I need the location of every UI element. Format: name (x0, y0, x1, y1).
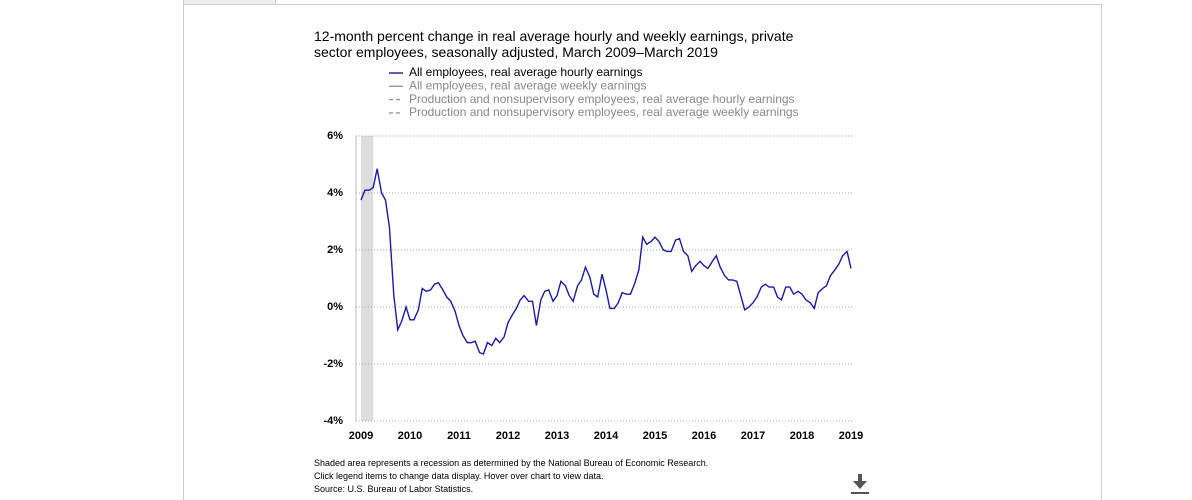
x-tick-label: 2018 (790, 430, 814, 442)
data-line (360, 168, 852, 355)
x-tick-label: 2015 (643, 430, 667, 442)
legend-label[interactable]: All employees, real average hourly earni… (409, 65, 642, 79)
x-tick-label: 2014 (594, 430, 619, 442)
recession-shade (361, 136, 374, 421)
y-tick-label: 4% (327, 187, 343, 199)
x-tick-label: 2016 (692, 430, 716, 442)
y-tick-label: 0% (327, 301, 343, 313)
legend-label[interactable]: Production and nonsupervisory employees,… (409, 105, 799, 119)
tab[interactable] (183, 0, 276, 5)
x-tick-label: 2013 (545, 430, 569, 442)
note: Source: U.S. Bureau of Labor Statistics. (314, 484, 474, 494)
y-tick-label: 6% (327, 130, 343, 142)
legend-label[interactable]: Production and nonsupervisory employees,… (409, 92, 795, 106)
x-tick-label: 2012 (496, 430, 520, 442)
x-tick-label: 2017 (741, 430, 765, 442)
note: Click legend items to change data displa… (314, 471, 604, 481)
x-tick-label: 2009 (349, 430, 373, 442)
note: Shaded area represents a recession as de… (314, 458, 709, 468)
x-tick-label: 2011 (447, 430, 471, 442)
y-tick-label: 2% (327, 244, 343, 256)
chart-title: 12-month percent change in real average … (314, 28, 794, 60)
x-tick-label: 2019 (839, 430, 863, 442)
y-tick-label: -4% (323, 415, 343, 427)
x-tick-label: 2010 (398, 430, 422, 442)
legend-label[interactable]: All employees, real average weekly earni… (409, 78, 646, 92)
panel-border (183, 4, 1102, 500)
y-tick-label: -2% (323, 358, 343, 370)
download-icon[interactable] (851, 474, 869, 494)
